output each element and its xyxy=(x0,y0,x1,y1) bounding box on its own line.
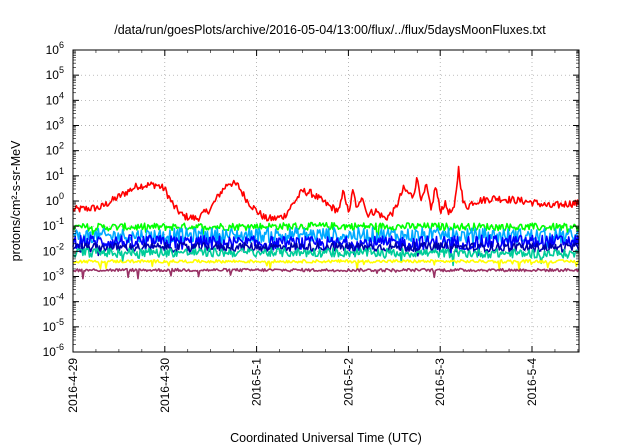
plot-area xyxy=(72,49,580,353)
x-tick-label: 2016-5-4 xyxy=(525,358,539,406)
x-tick-label: 2016-5-1 xyxy=(250,358,264,406)
x-tick-label: 2016-5-3 xyxy=(433,358,447,406)
y-tick-label: 10-4 xyxy=(43,292,64,309)
y-tick-label: 10-2 xyxy=(43,241,64,258)
x-axis-label: Coordinated Universal Time (UTC) xyxy=(230,431,422,445)
x-tick-label: 2016-4-29 xyxy=(66,358,80,413)
series-line-7 xyxy=(72,259,580,271)
chart-title: /data/run/goesPlots/archive/2016-05-04/1… xyxy=(114,23,546,37)
series-line-3 xyxy=(72,226,579,250)
axis-ticks xyxy=(72,49,579,353)
y-tick-label: 10-6 xyxy=(43,342,64,359)
y-tick-label: 10-3 xyxy=(43,267,64,284)
series-line-1 xyxy=(72,165,580,222)
y-tick-labels: 10-6 10-5 10-4 10-3 10-2 10-1 100 101 102 103 104 1… xyxy=(43,40,64,359)
x-tick-label: 2016-4-30 xyxy=(158,358,172,413)
y-tick-label: 100 xyxy=(46,191,64,208)
y-tick-label: 103 xyxy=(46,116,64,133)
y-tick-label: 102 xyxy=(46,141,64,158)
y-tick-label: 104 xyxy=(46,90,64,107)
y-tick-label: 106 xyxy=(46,40,64,57)
series-line-6 xyxy=(72,247,580,267)
x-tick-labels: 2016-4-29 2016-4-30 2016-5-1 2016-5-2 2016-5… xyxy=(66,358,539,413)
y-tick-label: 10-1 xyxy=(43,216,64,233)
series-layer xyxy=(72,165,580,280)
y-axis-label: protons/cm²-s-sr-MeV xyxy=(9,140,23,262)
series-line-5 xyxy=(72,241,580,257)
series-line-2 xyxy=(72,221,580,238)
y-tick-label: 101 xyxy=(46,166,64,183)
series-line-8 xyxy=(72,267,580,280)
x-tick-label: 2016-5-2 xyxy=(341,358,355,406)
y-tick-label: 10-5 xyxy=(43,317,64,334)
y-tick-label: 105 xyxy=(46,65,64,82)
